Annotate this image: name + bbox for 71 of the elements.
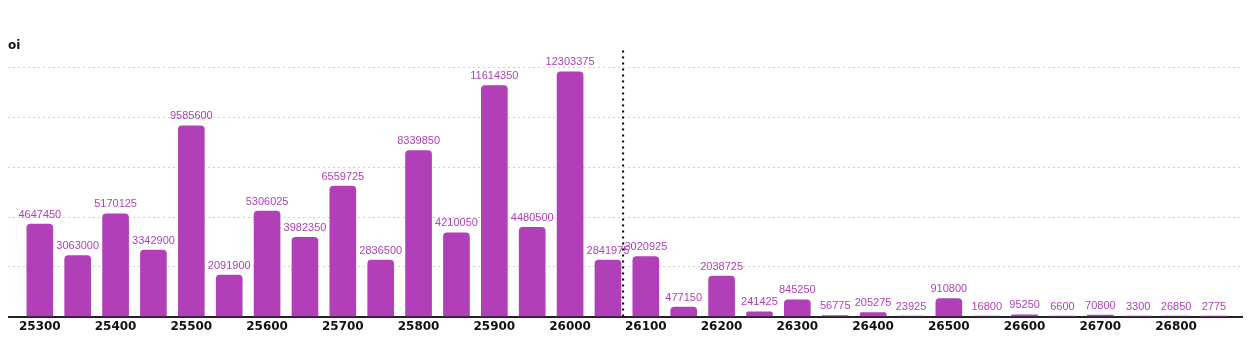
- data-label: 12303375: [545, 55, 595, 68]
- data-label: 6559725: [321, 169, 365, 182]
- x-tick-label: 25300: [18, 318, 61, 333]
- bar: [481, 85, 508, 317]
- bar: [26, 223, 54, 317]
- x-tick-label: 26100: [624, 318, 667, 333]
- x-tick-label: 26800: [1155, 318, 1197, 333]
- data-label: 2038725: [700, 259, 743, 272]
- bar: [594, 259, 622, 317]
- data-label: 4210050: [435, 216, 478, 229]
- x-tick-label: 25700: [321, 318, 364, 333]
- x-tick-label: 26600: [1003, 318, 1046, 333]
- bar: [518, 227, 546, 317]
- data-label: 241425: [741, 295, 778, 308]
- data-label: 95250: [1009, 298, 1040, 311]
- bar: [291, 237, 319, 317]
- data-label: 3063000: [56, 239, 100, 252]
- data-label: 5170125: [94, 197, 137, 210]
- data-label: 16800: [971, 299, 1003, 312]
- x-tick-label: 25900: [473, 318, 516, 333]
- data-label: 70800: [1085, 298, 1116, 311]
- data-label: 2836500: [359, 243, 403, 256]
- data-label: 11614350: [470, 69, 519, 82]
- data-label: 845250: [778, 283, 816, 296]
- bar: [784, 299, 811, 317]
- data-label: 5306025: [245, 194, 289, 207]
- data-label: 2775: [1201, 300, 1227, 313]
- data-label: 477150: [665, 290, 703, 303]
- bar: [367, 259, 395, 317]
- data-label: 6600: [1050, 300, 1075, 312]
- bar: [215, 274, 243, 317]
- data-label: 8339850: [397, 134, 440, 147]
- data-label: 23925: [895, 299, 927, 312]
- bar: [746, 311, 773, 317]
- x-tick-label: 26700: [1079, 318, 1122, 333]
- data-label: 4480500: [510, 210, 554, 223]
- bar: [859, 312, 887, 317]
- x-tick-label: 25400: [94, 318, 137, 333]
- data-label: 9585600: [169, 109, 213, 122]
- y-axis-title: oi: [8, 38, 21, 53]
- data-label: 26850: [1160, 299, 1192, 312]
- bar: [443, 232, 470, 317]
- bar: [556, 71, 584, 317]
- bar: [670, 306, 698, 317]
- x-tick-label: 26000: [549, 318, 591, 333]
- x-tick-label: 26300: [776, 318, 819, 333]
- data-label: 4647450: [18, 207, 62, 220]
- data-label: 3342900: [132, 233, 175, 246]
- x-tick-label: 26200: [700, 318, 743, 333]
- bar: [405, 150, 432, 317]
- x-tick-label: 25500: [170, 318, 213, 333]
- bar: [632, 256, 660, 317]
- data-label: 3300: [1125, 300, 1151, 313]
- bar: [102, 213, 129, 317]
- data-label: 56775: [819, 299, 851, 311]
- data-label: 910800: [930, 282, 968, 295]
- bar: [329, 185, 357, 317]
- x-tick-label: 25600: [246, 318, 288, 333]
- bar: [177, 125, 205, 317]
- x-tick-label: 26500: [927, 318, 970, 333]
- bar: [935, 298, 963, 317]
- data-label: 3982350: [283, 220, 327, 233]
- bar: [1011, 314, 1038, 317]
- x-tick-label: 26400: [852, 318, 894, 333]
- data-label: 2091900: [207, 258, 251, 271]
- bar: [140, 249, 167, 317]
- x-tick-label: 25800: [397, 318, 440, 333]
- bar: [253, 210, 281, 317]
- bar: [64, 255, 92, 317]
- bar: [708, 275, 735, 317]
- data-label: 205275: [854, 296, 892, 309]
